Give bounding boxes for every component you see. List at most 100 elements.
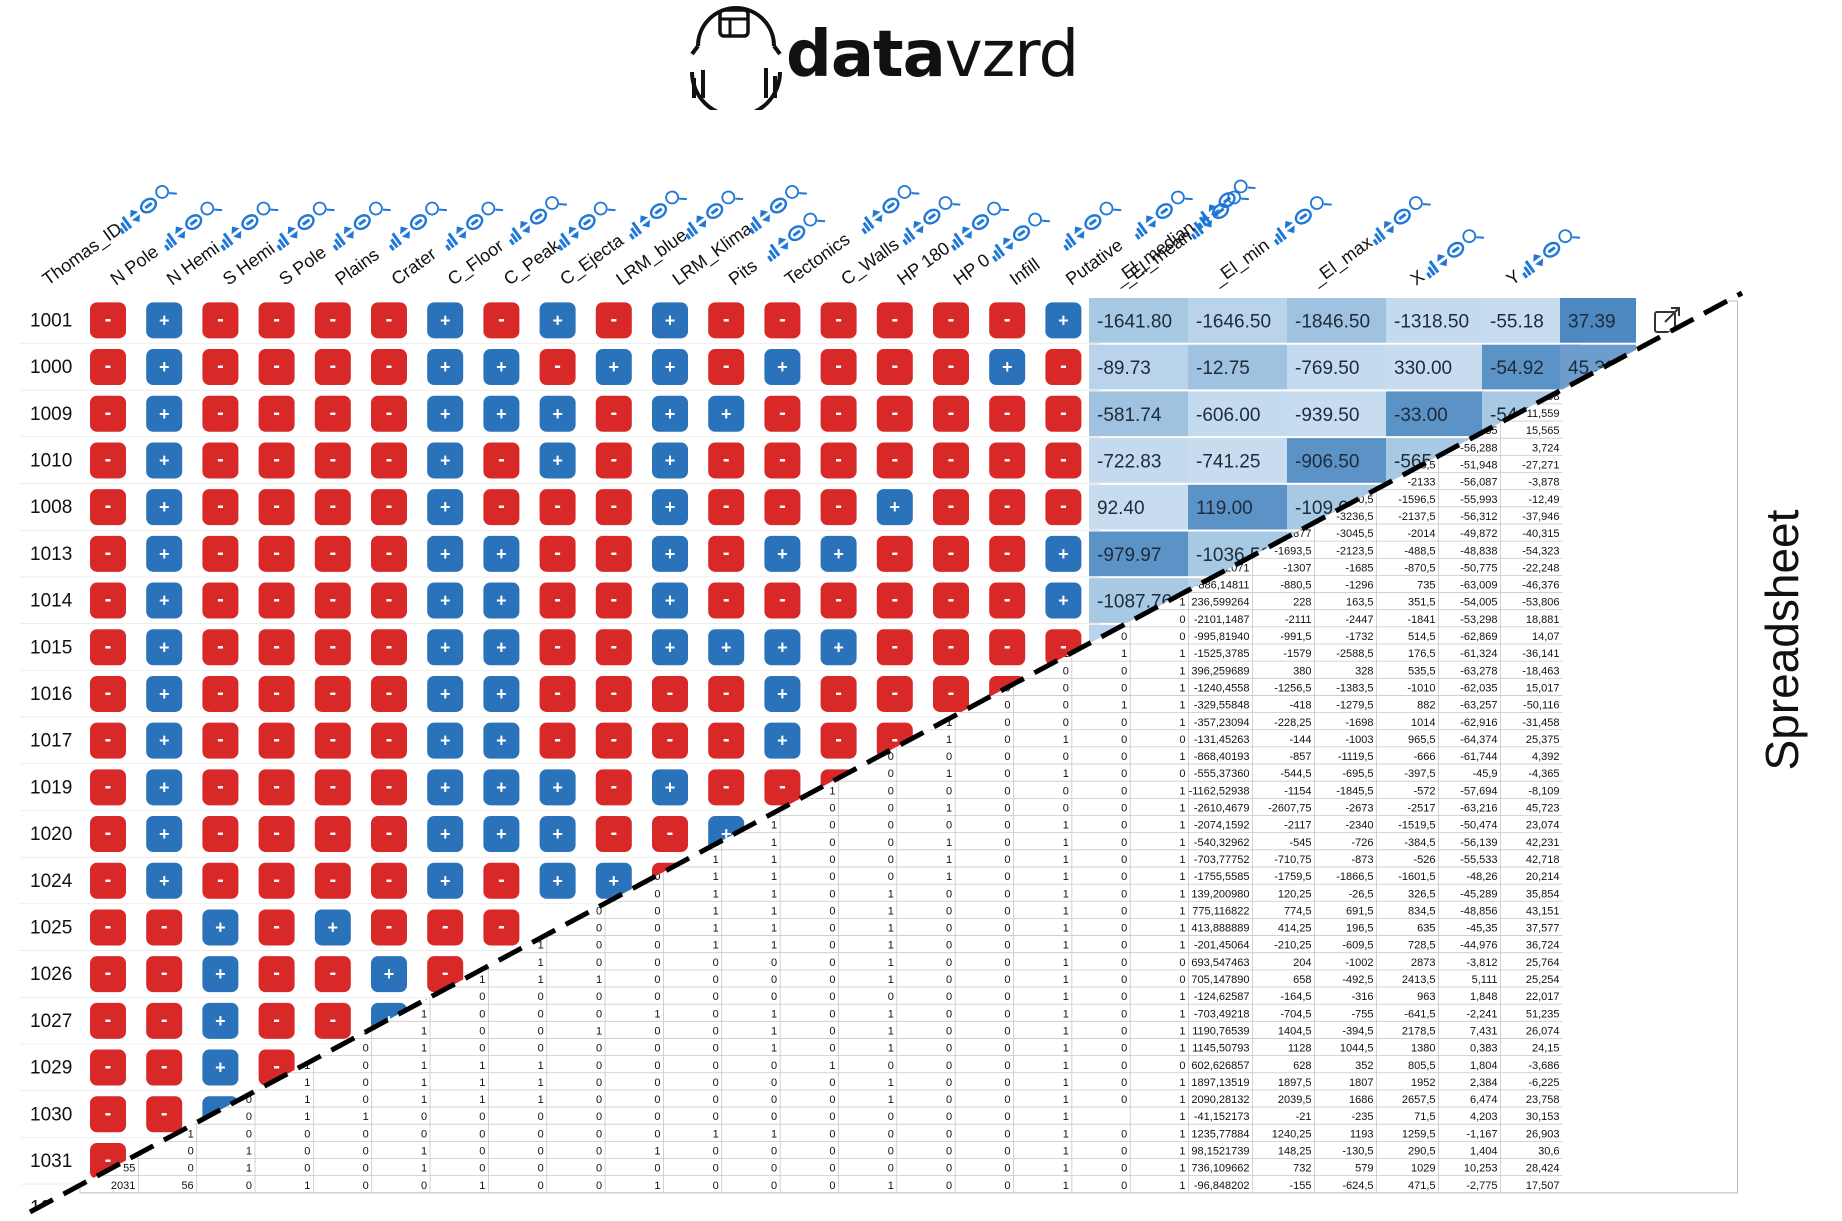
- link-icon[interactable]: [881, 196, 901, 215]
- sort-icon[interactable]: [637, 212, 654, 230]
- bar-chart-icon[interactable]: [1130, 221, 1148, 240]
- sort-icon[interactable]: [453, 224, 470, 242]
- column-header-icons[interactable]: [1420, 225, 1485, 279]
- bar-chart-icon[interactable]: [216, 232, 234, 251]
- column-header-icons[interactable]: [326, 197, 391, 251]
- search-icon[interactable]: [368, 197, 391, 220]
- search-icon[interactable]: [424, 197, 447, 220]
- search-icon[interactable]: [1557, 225, 1581, 248]
- column-header-icons[interactable]: [502, 192, 567, 246]
- sort-icon[interactable]: [172, 224, 189, 242]
- search-icon[interactable]: [592, 197, 616, 220]
- column-header-label[interactable]: C_Floor: [444, 235, 508, 290]
- search-icon[interactable]: [480, 197, 504, 220]
- column-header-label[interactable]: S Pole: [275, 242, 330, 289]
- sort-icon[interactable]: [340, 224, 357, 242]
- column-header[interactable]: HP 0: [950, 207, 1052, 289]
- bar-chart-icon[interactable]: [1193, 210, 1211, 229]
- column-header-icons[interactable]: [944, 197, 1009, 251]
- link-icon[interactable]: [139, 196, 159, 215]
- search-icon[interactable]: [311, 197, 335, 220]
- sort-icon[interactable]: [693, 212, 710, 230]
- column-header-label[interactable]: HP 180: [893, 238, 953, 289]
- search-icon[interactable]: [1098, 197, 1122, 220]
- bar-chart-icon[interactable]: [1059, 232, 1077, 251]
- search-icon[interactable]: [1408, 192, 1431, 215]
- sort-icon[interactable]: [1281, 218, 1298, 236]
- column-header-label[interactable]: _El_min: [1208, 235, 1274, 291]
- link-icon[interactable]: [1392, 207, 1412, 226]
- sort-icon[interactable]: [1434, 251, 1451, 269]
- sort-icon[interactable]: [1205, 201, 1222, 219]
- column-header-label[interactable]: Pits: [725, 255, 761, 289]
- sort-icon[interactable]: [775, 235, 792, 253]
- link-icon[interactable]: [970, 213, 990, 232]
- link-icon[interactable]: [577, 213, 597, 232]
- bar-chart-icon[interactable]: [440, 232, 459, 251]
- sort-icon[interactable]: [1000, 235, 1017, 253]
- bar-chart-icon[interactable]: [272, 232, 290, 251]
- column-header-icons[interactable]: [382, 197, 447, 251]
- search-icon[interactable]: [544, 192, 567, 215]
- bar-chart-icon[interactable]: [1368, 227, 1386, 246]
- link-icon[interactable]: [184, 213, 204, 232]
- link-icon[interactable]: [922, 207, 942, 226]
- column-header-icons[interactable]: [761, 208, 826, 262]
- bar-chart-icon[interactable]: [328, 232, 346, 251]
- sort-icon[interactable]: [910, 218, 927, 236]
- sort-icon[interactable]: [127, 207, 144, 225]
- column-header-icons[interactable]: [439, 197, 504, 251]
- sort-icon[interactable]: [757, 207, 774, 225]
- column-header-icons[interactable]: [112, 181, 177, 235]
- link-icon[interactable]: [1542, 240, 1562, 259]
- search-icon[interactable]: [1027, 208, 1050, 231]
- link-icon[interactable]: [240, 213, 260, 232]
- column-header[interactable]: X: [1407, 224, 1486, 289]
- sort-icon[interactable]: [1380, 218, 1397, 236]
- sort-icon[interactable]: [284, 224, 301, 242]
- link-icon[interactable]: [529, 207, 549, 226]
- bar-chart-icon[interactable]: [1517, 260, 1536, 279]
- link-icon[interactable]: [705, 202, 725, 221]
- column-header-icons[interactable]: [896, 192, 961, 246]
- bar-chart-icon[interactable]: [987, 243, 1006, 262]
- bar-chart-icon[interactable]: [1186, 221, 1205, 240]
- column-header-icons[interactable]: [742, 181, 807, 235]
- column-header-label[interactable]: Plains: [331, 244, 382, 289]
- link-icon[interactable]: [1154, 202, 1174, 221]
- column-header-icons[interactable]: [1267, 192, 1332, 246]
- column-header-label[interactable]: Infill: [1006, 254, 1044, 289]
- column-header[interactable]: Y: [1503, 224, 1582, 289]
- column-header-icons[interactable]: [551, 197, 616, 251]
- column-header-icons[interactable]: [1516, 225, 1581, 279]
- search-icon[interactable]: [986, 197, 1009, 220]
- column-header-label[interactable]: HP 0: [950, 250, 994, 290]
- search-icon[interactable]: [1461, 225, 1485, 248]
- external-link-icon[interactable]: [1654, 307, 1680, 333]
- bar-chart-icon[interactable]: [114, 215, 133, 235]
- link-icon[interactable]: [408, 213, 428, 232]
- sort-icon[interactable]: [959, 224, 976, 242]
- column-header-label[interactable]: N Pole: [107, 241, 162, 289]
- column-header-icons[interactable]: [158, 197, 223, 251]
- bar-chart-icon[interactable]: [744, 215, 763, 235]
- link-icon[interactable]: [1217, 190, 1237, 209]
- column-header-icons[interactable]: [214, 197, 279, 251]
- column-header-label[interactable]: C_Peak: [500, 235, 565, 290]
- column-header-label[interactable]: _El_max: [1307, 232, 1377, 291]
- link-icon[interactable]: [649, 202, 669, 221]
- bar-chart-icon[interactable]: [946, 232, 965, 251]
- column-header-icons[interactable]: [1057, 197, 1122, 251]
- sort-icon[interactable]: [1530, 251, 1547, 269]
- search-icon[interactable]: [784, 181, 807, 204]
- search-icon[interactable]: [255, 197, 279, 220]
- sort-icon[interactable]: [397, 224, 414, 242]
- search-icon[interactable]: [199, 197, 223, 220]
- column-header-label[interactable]: X: [1407, 266, 1428, 289]
- bar-chart-icon[interactable]: [762, 243, 781, 262]
- link-icon[interactable]: [1011, 224, 1031, 243]
- bar-chart-icon[interactable]: [553, 232, 571, 251]
- link-icon[interactable]: [769, 196, 789, 215]
- search-icon[interactable]: [802, 208, 826, 231]
- bar-chart-icon[interactable]: [384, 232, 403, 251]
